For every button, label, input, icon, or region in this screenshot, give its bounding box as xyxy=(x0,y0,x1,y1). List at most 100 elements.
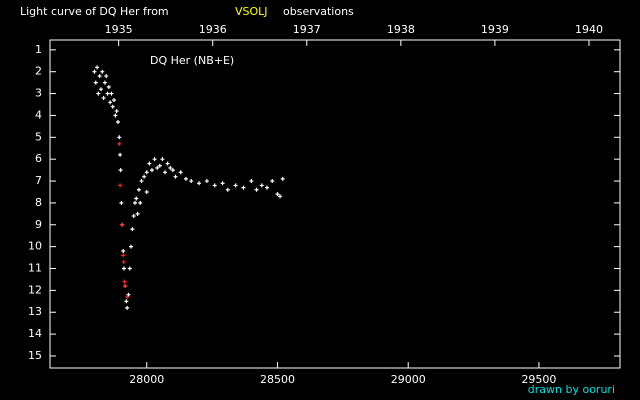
point xyxy=(118,183,123,188)
point xyxy=(139,179,144,184)
point xyxy=(233,183,238,188)
title-part: Light curve of DQ Her from xyxy=(20,5,169,18)
y-tick-label: 9 xyxy=(35,218,42,231)
point xyxy=(100,69,105,74)
x2-tick-label: 1935 xyxy=(105,23,133,36)
x-tick-label: 29000 xyxy=(391,373,426,386)
point xyxy=(131,214,136,219)
point xyxy=(115,120,120,124)
y-tick-label: 2 xyxy=(35,65,42,78)
point xyxy=(106,85,111,90)
point xyxy=(138,200,143,205)
point xyxy=(125,294,130,299)
point xyxy=(204,179,209,184)
y-tick-label: 4 xyxy=(35,108,42,121)
point xyxy=(275,192,280,197)
point xyxy=(118,152,123,157)
y-tick-label: 8 xyxy=(35,196,42,209)
point xyxy=(117,141,122,146)
y-tick-label: 1 xyxy=(35,43,42,56)
point xyxy=(152,157,157,162)
point xyxy=(97,74,102,79)
point xyxy=(121,249,126,254)
point xyxy=(123,284,128,288)
point xyxy=(112,98,117,103)
point xyxy=(113,113,118,118)
point xyxy=(102,80,107,85)
point xyxy=(121,266,126,271)
credit: drawn by ooruri xyxy=(528,383,615,396)
point xyxy=(134,196,139,201)
point xyxy=(225,187,230,192)
y-tick-label: 7 xyxy=(35,174,42,187)
point xyxy=(125,305,130,310)
point xyxy=(104,74,109,79)
point xyxy=(110,104,115,109)
y-tick-label: 11 xyxy=(28,262,42,275)
x-tick-label: 28000 xyxy=(129,373,164,386)
x-tick-label: 29500 xyxy=(521,373,556,386)
point xyxy=(259,183,264,188)
y-tick-label: 3 xyxy=(35,87,42,100)
point xyxy=(142,174,147,179)
point xyxy=(168,165,173,170)
x2-tick-label: 1938 xyxy=(387,23,415,36)
y-tick-label: 12 xyxy=(28,283,42,296)
point xyxy=(212,183,217,188)
point xyxy=(105,91,110,96)
x2-tick-label: 1939 xyxy=(481,23,509,36)
point xyxy=(124,299,129,304)
point xyxy=(95,65,100,70)
x2-tick-label: 1940 xyxy=(575,23,603,36)
point xyxy=(160,157,165,162)
plot-frame xyxy=(49,39,621,369)
point xyxy=(265,185,270,190)
x-tick-label: 28500 xyxy=(260,373,295,386)
point xyxy=(119,200,124,205)
y-tick-label: 5 xyxy=(35,130,42,143)
point xyxy=(122,279,127,284)
y-tick-label: 6 xyxy=(35,152,42,165)
point xyxy=(121,259,126,264)
point xyxy=(132,200,137,205)
point xyxy=(96,91,101,96)
point xyxy=(147,161,152,166)
point xyxy=(173,174,178,179)
point xyxy=(129,244,134,249)
x2-tick-label: 1937 xyxy=(293,23,321,36)
point xyxy=(135,211,140,216)
point xyxy=(270,179,275,184)
point xyxy=(144,170,149,175)
point xyxy=(144,189,149,194)
point xyxy=(127,266,132,271)
point xyxy=(241,185,246,190)
point xyxy=(197,181,202,186)
y-tick-label: 10 xyxy=(28,240,42,253)
point xyxy=(121,253,126,258)
point xyxy=(170,168,175,173)
point xyxy=(163,170,168,175)
point xyxy=(183,176,188,181)
point xyxy=(155,165,160,170)
point xyxy=(117,135,122,140)
y-tick-label: 14 xyxy=(28,327,42,340)
point xyxy=(93,80,98,85)
point xyxy=(249,179,254,184)
point xyxy=(189,179,194,184)
point xyxy=(278,194,283,199)
point xyxy=(220,181,225,186)
point xyxy=(108,100,113,105)
point xyxy=(254,187,259,192)
point xyxy=(98,87,103,92)
title-part: observations xyxy=(283,5,354,18)
point xyxy=(280,176,285,181)
point xyxy=(136,187,141,192)
point xyxy=(149,168,154,173)
point xyxy=(126,292,131,297)
annotation: DQ Her (NB+E) xyxy=(150,54,234,67)
point xyxy=(130,227,135,232)
y-tick-label: 13 xyxy=(28,305,42,318)
